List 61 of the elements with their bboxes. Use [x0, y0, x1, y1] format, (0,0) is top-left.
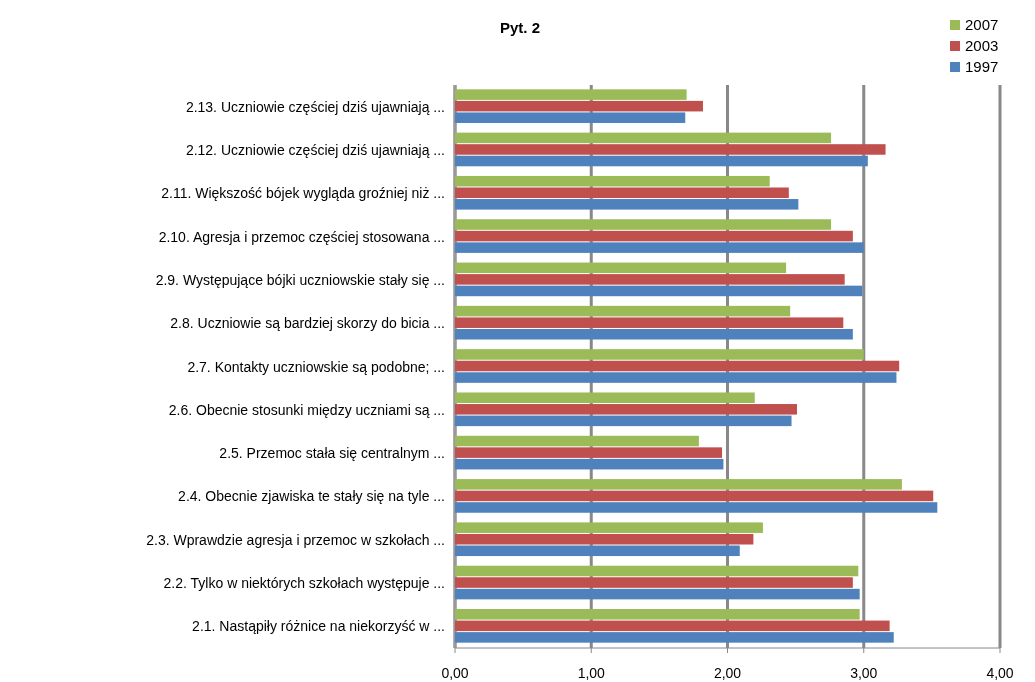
- bar: [455, 317, 844, 328]
- bar: [455, 285, 863, 297]
- y-tick-label: 2.11. Większość bójek wygląda groźniej niż ...: [161, 185, 445, 202]
- bar: [455, 415, 792, 427]
- bar: [455, 502, 938, 513]
- bar: [455, 199, 799, 210]
- bar: [455, 132, 832, 144]
- bar: [455, 187, 789, 199]
- x-tick-label: 4,00: [986, 665, 1014, 681]
- bar: [455, 175, 770, 187]
- y-tick-label: 2.12. Uczniowie częściej dziś ujawniają ...: [185, 141, 445, 158]
- bar: [455, 349, 864, 360]
- y-tick-label: 2.2. Tylko w niektórych szkołach występuje ...: [163, 575, 445, 592]
- y-tick-label: 2.9. Występujące bójki uczniowskie stały się ...: [155, 271, 445, 288]
- bar: [455, 435, 699, 447]
- bar: [455, 262, 787, 274]
- bar: [455, 565, 859, 577]
- bar: [455, 360, 900, 372]
- x-tick-label: 3,00: [850, 665, 878, 681]
- bar: [455, 545, 740, 557]
- bar: [455, 372, 897, 383]
- bar: [455, 620, 890, 632]
- y-tick-label: 2.13. Uczniowie częściej dziś ujawniają ...: [185, 98, 445, 115]
- bar: [455, 490, 934, 502]
- bar: [455, 144, 886, 155]
- bar: [455, 447, 723, 458]
- bar: [455, 404, 797, 415]
- legend-label: 1997: [965, 58, 999, 75]
- bar: [455, 588, 860, 600]
- bar: [455, 632, 894, 643]
- bar: [455, 305, 791, 317]
- bar: [455, 112, 686, 123]
- bar: [455, 458, 724, 470]
- bar: [455, 242, 864, 253]
- bar: [455, 392, 755, 404]
- bar: [455, 230, 853, 242]
- bar: [455, 609, 860, 620]
- bar: [455, 89, 687, 100]
- bar: [455, 479, 902, 490]
- y-tick-label: 2.6. Obecnie stosunki między uczniami są ...: [168, 401, 445, 418]
- bar: [455, 577, 853, 588]
- bar: [455, 522, 763, 533]
- y-tick-label: 2.3. Wprawdzie agresja i przemoc w szkołach ...: [146, 531, 445, 548]
- y-tick-label: 2.5. Przemoc stała się centralnym ...: [219, 445, 445, 462]
- bar: [455, 328, 853, 340]
- y-tick-label: 2.7. Kontakty uczniowskie są podobne; ...: [187, 358, 445, 375]
- bar: [455, 219, 832, 230]
- chart-title: Pyt. 2: [499, 19, 541, 36]
- x-tick-label: 0,00: [441, 665, 469, 681]
- bar: [455, 100, 703, 112]
- legend-label: 2003: [965, 37, 999, 54]
- y-tick-label: 2.10. Agresja i przemoc częściej stosowana ...: [158, 228, 445, 245]
- y-tick-label: 2.4. Obecnie zjawiska te stały się na tyle ...: [178, 488, 445, 505]
- y-tick-label: 2.8. Uczniowie są bardziej skorzy do bicia ...: [170, 315, 445, 332]
- legend-label: 2007: [965, 16, 999, 33]
- bar: [455, 155, 868, 167]
- x-tick-label: 2,00: [713, 665, 742, 681]
- bar: [455, 533, 754, 545]
- y-tick-label: 2.1. Nastąpiły różnice na niekorzyść w ...: [192, 618, 445, 635]
- x-tick-label: 1,00: [577, 665, 606, 681]
- bar: [455, 274, 845, 285]
